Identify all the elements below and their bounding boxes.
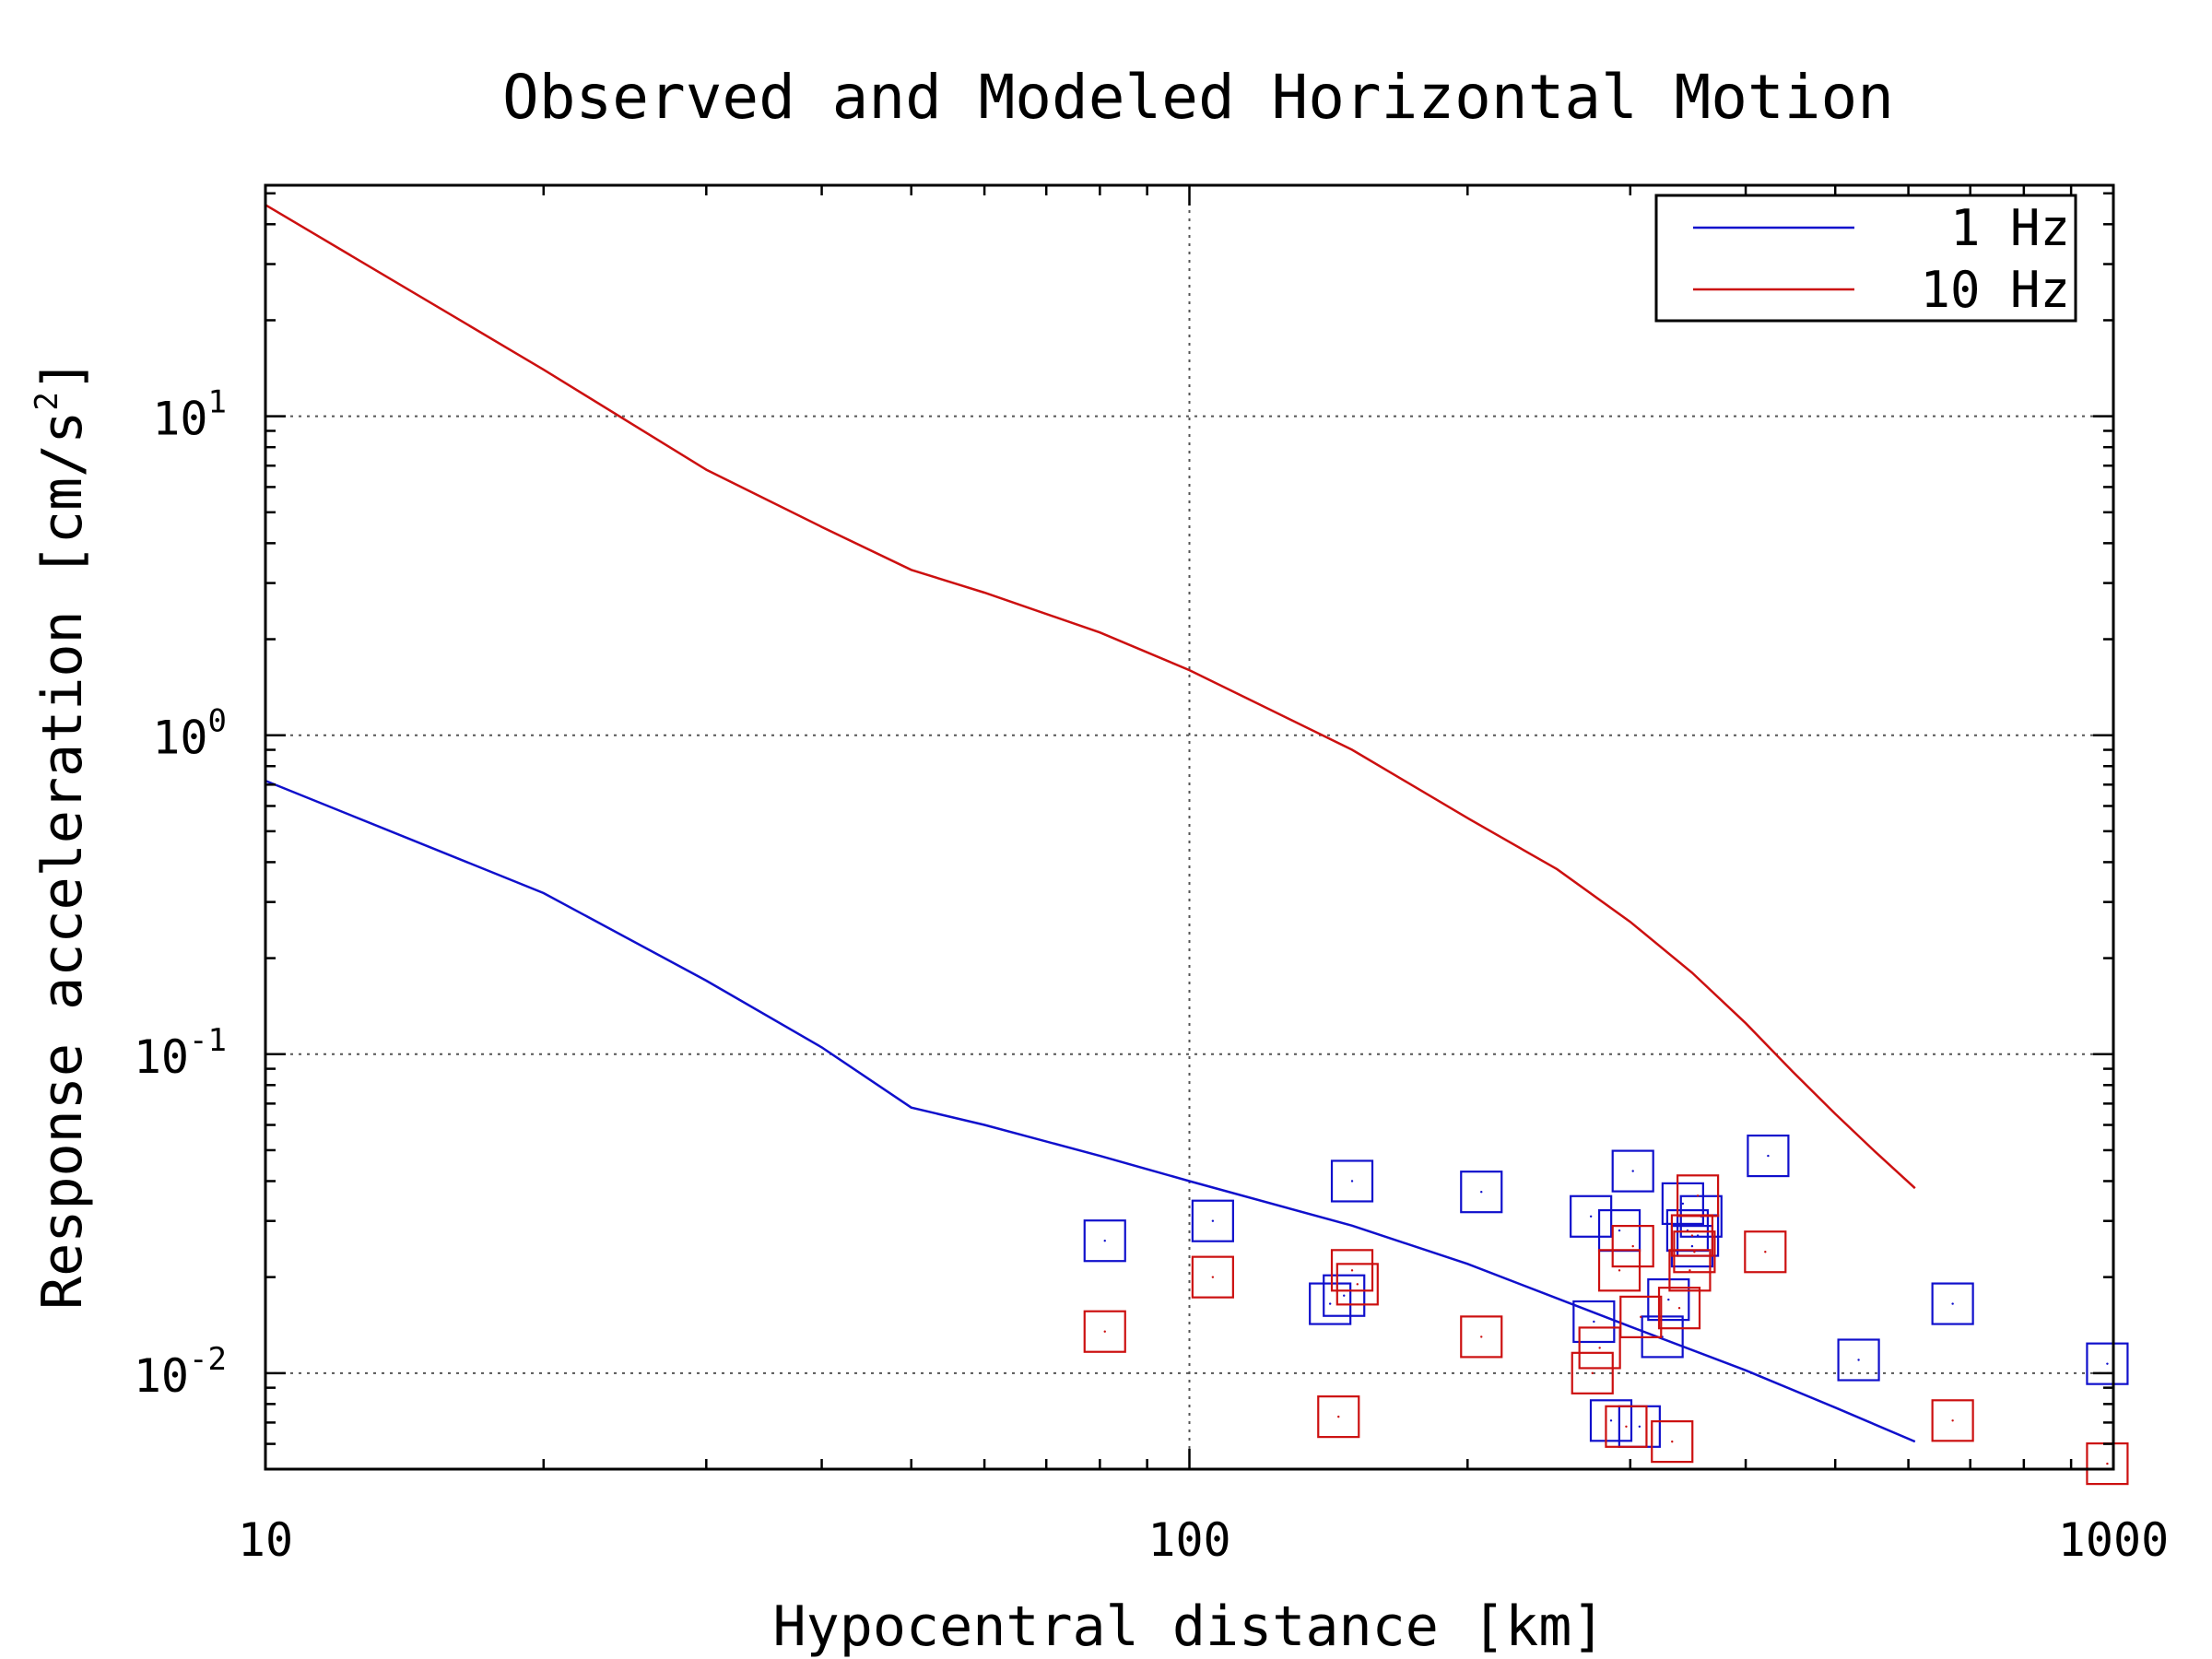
observed-marker-center-10hz <box>1631 1244 1634 1248</box>
observed-marker-center-10hz <box>1350 1269 1354 1272</box>
observed-marker-1hz <box>1460 1171 1503 1214</box>
y-tick-label--2: 10-2 <box>134 1341 227 1403</box>
observed-marker-10hz <box>1578 1326 1621 1370</box>
observed-marker-center-1hz <box>1350 1180 1354 1182</box>
tick-labels: 10 100 1000 10-2 10-1 100 101 <box>134 384 2169 1567</box>
x-tick-label-1000: 1000 <box>2058 1513 2169 1567</box>
observed-marker-center-1hz <box>2106 1362 2109 1365</box>
observed-marker-center-10hz <box>1337 1415 1340 1418</box>
y-axis-label-text: Response acceleration [cm/s <box>30 411 95 1310</box>
observed-marker-10hz <box>1668 1249 1712 1292</box>
observed-marker-center-10hz <box>1625 1425 1628 1428</box>
axis-ticks <box>264 185 2115 1471</box>
observed-marker-center-1hz <box>1667 1298 1670 1301</box>
observed-marker-1hz <box>1837 1338 1880 1382</box>
observed-marker-center-1hz <box>1857 1359 1860 1361</box>
observed-marker-center-1hz <box>1328 1302 1332 1305</box>
observed-marker-1hz <box>1330 1159 1374 1203</box>
observed-marker-10hz <box>1460 1315 1503 1359</box>
observed-marker-10hz <box>1677 1174 1720 1218</box>
observed-marker-center-1hz <box>1690 1244 1694 1248</box>
x-tick-label-10: 10 <box>238 1513 293 1567</box>
observed-marker-center-10hz <box>1356 1283 1359 1286</box>
observed-marker-center-1hz <box>1211 1219 1215 1222</box>
x-tick-label-100: 100 <box>1147 1513 1230 1567</box>
observed-marker-center-1hz <box>1593 1320 1595 1324</box>
y-tick-label-0: 100 <box>152 703 227 765</box>
observed-marker-1hz <box>2086 1342 2129 1385</box>
observed-marker-10hz <box>1335 1263 1379 1306</box>
observed-marker-center-10hz <box>1951 1419 1954 1422</box>
observed-marker-center-10hz <box>1480 1335 1483 1338</box>
observed-marker-center-10hz <box>1688 1269 1691 1272</box>
observed-marker-1hz <box>1589 1399 1633 1442</box>
observed-marker-10hz <box>1317 1395 1360 1439</box>
observed-marker-center-1hz <box>1609 1419 1613 1422</box>
observed-marker-center-10hz <box>1764 1251 1767 1253</box>
observed-marker-1hz <box>1611 1149 1654 1193</box>
observed-marker-1hz <box>1570 1194 1613 1238</box>
observed-marker-center-10hz <box>1591 1371 1594 1375</box>
observed-marker-10hz <box>1083 1310 1126 1353</box>
observed-marker-1hz <box>1572 1300 1616 1344</box>
observed-marker-10hz <box>1191 1255 1234 1299</box>
observed-marker-center-1hz <box>1343 1294 1346 1297</box>
y-tick-label--1: 10-1 <box>134 1022 227 1084</box>
observed-points <box>1083 1134 2129 1486</box>
observed-marker-center-1hz <box>1589 1215 1593 1218</box>
legend-box <box>1654 194 2077 323</box>
model-line-10hz <box>265 204 1916 1190</box>
observed-marker-10hz <box>1931 1399 1974 1442</box>
model-line-1hz <box>265 779 1916 1443</box>
observed-marker-1hz <box>1083 1219 1126 1263</box>
grid <box>265 185 2113 1469</box>
chart-title: Observed and Modeled Horizontal Motion <box>502 62 1894 133</box>
legend-label-1hz: 1 Hz <box>1950 199 2070 257</box>
y-axis-label-end: ] <box>30 359 95 392</box>
observed-marker-center-10hz <box>1103 1330 1106 1333</box>
observed-marker-center-10hz <box>1211 1276 1215 1278</box>
observed-marker-1hz <box>1647 1277 1690 1322</box>
y-axis-label: Response acceleration [cm/s2] <box>29 359 95 1310</box>
observed-marker-1hz <box>1747 1134 1790 1178</box>
y-axis-label-superscript: 2 <box>29 392 65 410</box>
observed-marker-1hz <box>1931 1282 1974 1325</box>
x-axis-label: Hypocentral distance [km] <box>772 1594 1605 1659</box>
observed-marker-center-1hz <box>1638 1425 1641 1428</box>
y-tick-label-1: 101 <box>152 384 227 446</box>
observed-marker-10hz <box>1619 1295 1663 1338</box>
observed-marker-10hz <box>1597 1249 1641 1292</box>
observed-marker-center-1hz <box>1480 1190 1483 1194</box>
observed-marker-center-10hz <box>1598 1347 1601 1349</box>
legend-label-10hz: 10 Hz <box>1920 261 2070 319</box>
observed-marker-10hz <box>1611 1225 1654 1268</box>
observed-marker-center-1hz <box>1631 1170 1634 1172</box>
observed-marker-center-10hz <box>1696 1194 1700 1197</box>
observed-marker-center-1hz <box>1951 1302 1954 1305</box>
observed-marker-10hz <box>1744 1230 1787 1274</box>
observed-marker-10hz <box>1657 1287 1701 1330</box>
observed-marker-1hz <box>1661 1182 1704 1226</box>
observed-marker-center-10hz <box>1677 1306 1681 1310</box>
observed-marker-1hz <box>1191 1199 1234 1242</box>
observed-marker-center-10hz <box>2106 1462 2109 1465</box>
model-lines <box>265 204 1916 1443</box>
observed-marker-center-1hz <box>1767 1154 1770 1158</box>
observed-marker-10hz <box>1330 1249 1374 1292</box>
observed-marker-center-10hz <box>1690 1234 1694 1237</box>
observed-marker-10hz <box>1673 1230 1716 1274</box>
observed-marker-center-10hz <box>1618 1269 1621 1272</box>
observed-marker-10hz <box>1605 1405 1648 1448</box>
observed-marker-center-10hz <box>1671 1440 1674 1443</box>
observed-marker-center-10hz <box>1693 1251 1696 1253</box>
observed-marker-10hz <box>1571 1351 1614 1394</box>
observed-marker-center-1hz <box>1681 1202 1685 1206</box>
observed-marker-center-10hz <box>1640 1315 1642 1319</box>
observed-marker-center-1hz <box>1618 1229 1621 1232</box>
legend: 1 Hz 10 Hz <box>1654 194 2077 323</box>
observed-marker-center-1hz <box>1103 1240 1106 1242</box>
observed-marker-10hz <box>1651 1420 1694 1464</box>
observed-marker-1hz <box>1323 1274 1366 1317</box>
